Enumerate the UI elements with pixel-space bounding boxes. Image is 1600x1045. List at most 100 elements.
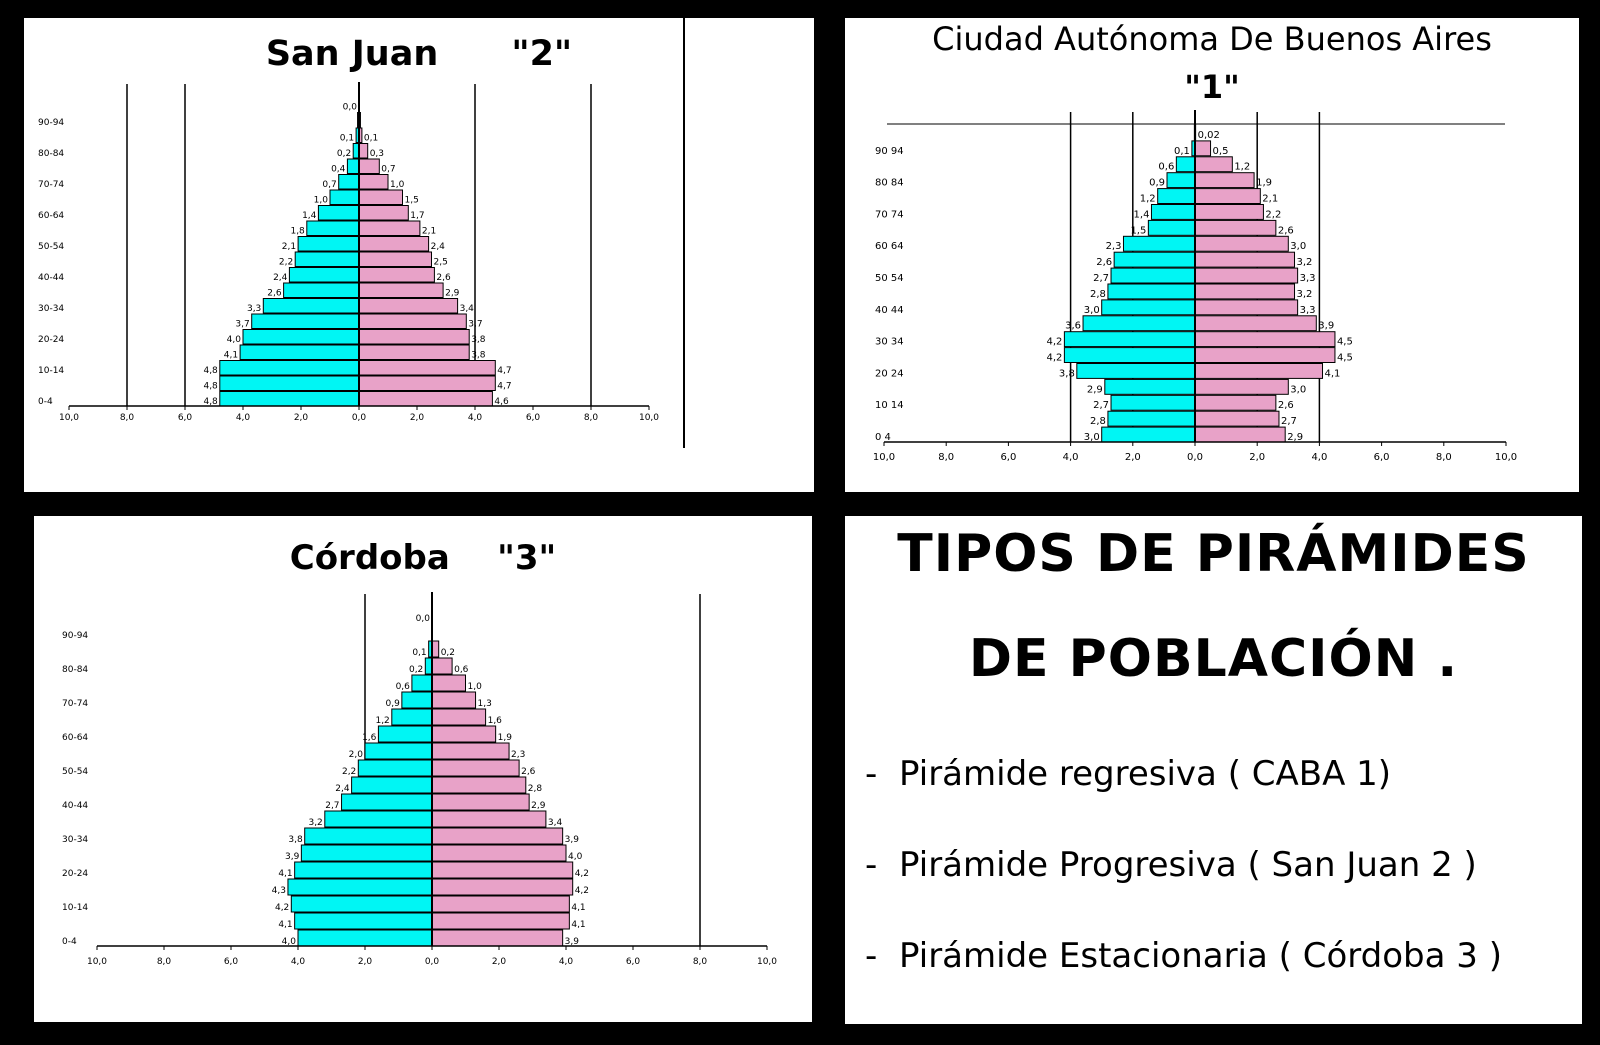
female-bar-0-4 bbox=[1194, 426, 1286, 443]
female-value-label: 1,3 bbox=[478, 699, 492, 709]
female-bar-5-9 bbox=[358, 375, 496, 391]
age-group-label: 60-64 bbox=[38, 211, 64, 221]
male-bar-75-79 bbox=[1157, 188, 1196, 205]
female-value-label: 4,5 bbox=[1337, 353, 1353, 364]
female-value-label: 0,7 bbox=[381, 165, 395, 175]
male-value-label: 0,2 bbox=[337, 149, 351, 159]
female-value-label: 2,6 bbox=[521, 767, 536, 777]
male-bar-70-74 bbox=[1150, 204, 1196, 220]
male-bar-45-49 bbox=[351, 776, 433, 794]
age-group-label: 90-94 bbox=[38, 118, 64, 128]
male-bar-35-39 bbox=[1082, 315, 1196, 332]
male-bar-80-84 bbox=[424, 657, 433, 675]
male-bar-35-39 bbox=[324, 810, 433, 828]
female-value-label: 2,9 bbox=[1287, 432, 1303, 443]
age-group-label: 0 4 bbox=[875, 432, 891, 443]
male-value-label: 2,1 bbox=[282, 242, 296, 252]
male-bar-20-24 bbox=[294, 861, 433, 879]
female-bar-85-89 bbox=[1194, 156, 1233, 173]
female-value-label: 0,6 bbox=[454, 665, 469, 675]
x-tick-label: 4,0 bbox=[468, 413, 483, 423]
x-tick-label: 2,0 bbox=[1125, 452, 1141, 463]
female-bar-80-84 bbox=[1194, 172, 1255, 189]
age-group-label: 10 14 bbox=[875, 400, 904, 411]
female-value-label: 3,8 bbox=[471, 335, 486, 345]
male-bar-20-24 bbox=[1076, 363, 1196, 379]
female-value-label: 2,8 bbox=[528, 784, 543, 794]
male-value-label: 2,2 bbox=[279, 258, 293, 268]
male-bar-50-54 bbox=[1110, 267, 1196, 284]
x-tick-label: 4,0 bbox=[236, 413, 251, 423]
male-bar-30-34 bbox=[262, 298, 360, 314]
female-value-label: 0,2 bbox=[441, 648, 455, 658]
female-bar-0-4 bbox=[431, 929, 564, 947]
female-value-label: 4,6 bbox=[494, 397, 509, 407]
caba-pyramid-chart: 3,0 2,9 0 4 2,8 2,7 2,7 2,6 10 14 2,9 3,0 3,8 4,1 20… bbox=[873, 110, 1517, 463]
male-bar-75-79 bbox=[346, 158, 360, 174]
female-bar-40-44 bbox=[431, 793, 530, 811]
x-tick-label: 2,0 bbox=[410, 413, 425, 423]
female-value-label: 4,2 bbox=[575, 886, 589, 896]
male-value-label: 4,2 bbox=[1046, 353, 1062, 364]
female-value-label: 3,3 bbox=[1300, 305, 1316, 316]
female-bar-25-29 bbox=[358, 313, 467, 329]
male-bar-55-59 bbox=[1113, 251, 1196, 268]
female-value-label: 0,02 bbox=[1198, 130, 1220, 141]
male-bar-25-29 bbox=[251, 313, 360, 329]
female-value-label: 4,2 bbox=[575, 869, 589, 879]
x-tick-label: 10,0 bbox=[59, 413, 79, 423]
male-bar-45-49 bbox=[1107, 283, 1196, 300]
male-value-label: 1,4 bbox=[1134, 209, 1150, 220]
female-bar-25-29 bbox=[1194, 347, 1336, 364]
male-value-label: 2,4 bbox=[335, 784, 350, 794]
x-tick-label: 8,0 bbox=[693, 957, 708, 967]
age-group-label: 70-74 bbox=[38, 180, 64, 190]
male-bar-15-19 bbox=[1104, 378, 1196, 395]
female-bar-40-44 bbox=[1194, 299, 1299, 316]
female-value-label: 3,8 bbox=[471, 351, 486, 361]
dash-bullet: - bbox=[865, 936, 878, 976]
age-group-label: 30-34 bbox=[62, 835, 88, 845]
female-value-label: 0,1 bbox=[364, 134, 378, 144]
male-value-label: 1,5 bbox=[1130, 225, 1146, 236]
age-group-label: 50-54 bbox=[62, 767, 88, 777]
female-bar-65-69 bbox=[1194, 219, 1277, 236]
caba-panel: Ciudad Autónoma De Buenos Aires "1" 3,0 2… bbox=[845, 18, 1579, 492]
female-value-label: 1,5 bbox=[405, 196, 419, 206]
female-value-label: 3,9 bbox=[565, 937, 580, 947]
male-bar-70-74 bbox=[401, 691, 433, 709]
age-group-label: 0-4 bbox=[38, 397, 53, 407]
age-group-label: 20-24 bbox=[38, 335, 64, 345]
list-item: - Pirámide Estacionaria ( Córdoba 3 ) bbox=[865, 936, 1502, 1024]
female-bar-10-14 bbox=[1194, 394, 1277, 411]
male-bar-65-69 bbox=[329, 189, 360, 205]
age-group-label: 60-64 bbox=[62, 733, 88, 743]
age-group-label: 60 64 bbox=[875, 241, 904, 252]
x-tick-label: 10,0 bbox=[757, 957, 777, 967]
age-group-label: 40-44 bbox=[62, 801, 88, 811]
male-value-label: 3,2 bbox=[308, 818, 322, 828]
female-value-label: 4,0 bbox=[568, 852, 583, 862]
male-bar-10-14 bbox=[219, 360, 360, 376]
types-heading-line1: TIPOS DE PIRÁMIDES bbox=[897, 524, 1530, 584]
female-value-label: 3,0 bbox=[1290, 384, 1306, 395]
male-bar-0-4 bbox=[219, 391, 360, 407]
male-bar-30-34 bbox=[1063, 331, 1196, 348]
male-value-label: 3,8 bbox=[288, 835, 303, 845]
sanjuan-title: San Juan "2" bbox=[265, 34, 573, 74]
cordoba-pyramid-chart: 4,0 3,9 0-4 4,1 4,1 4,2 4,1 10-14 4,3 4,2 4,1 4,2 20… bbox=[62, 592, 777, 967]
male-value-label: 4,0 bbox=[282, 937, 297, 947]
female-bar-0-4 bbox=[358, 391, 493, 407]
pyramid-types-list: - Pirámide regresiva ( CABA 1) - Pirámide … bbox=[865, 754, 1502, 1024]
female-value-label: 3,2 bbox=[1297, 257, 1313, 268]
female-value-label: 3,3 bbox=[1300, 273, 1316, 284]
male-value-label: 2,8 bbox=[1090, 289, 1106, 300]
male-value-label: 2,6 bbox=[1096, 257, 1112, 268]
male-bar-40-44 bbox=[341, 793, 433, 811]
female-bar-15-19 bbox=[1194, 378, 1289, 395]
x-tick-label: 2,0 bbox=[492, 957, 507, 967]
female-bar-65-69 bbox=[358, 189, 403, 205]
male-value-label: 3,3 bbox=[247, 304, 261, 314]
female-bar-45-49 bbox=[1194, 283, 1296, 300]
male-value-label: 4,1 bbox=[278, 920, 292, 930]
